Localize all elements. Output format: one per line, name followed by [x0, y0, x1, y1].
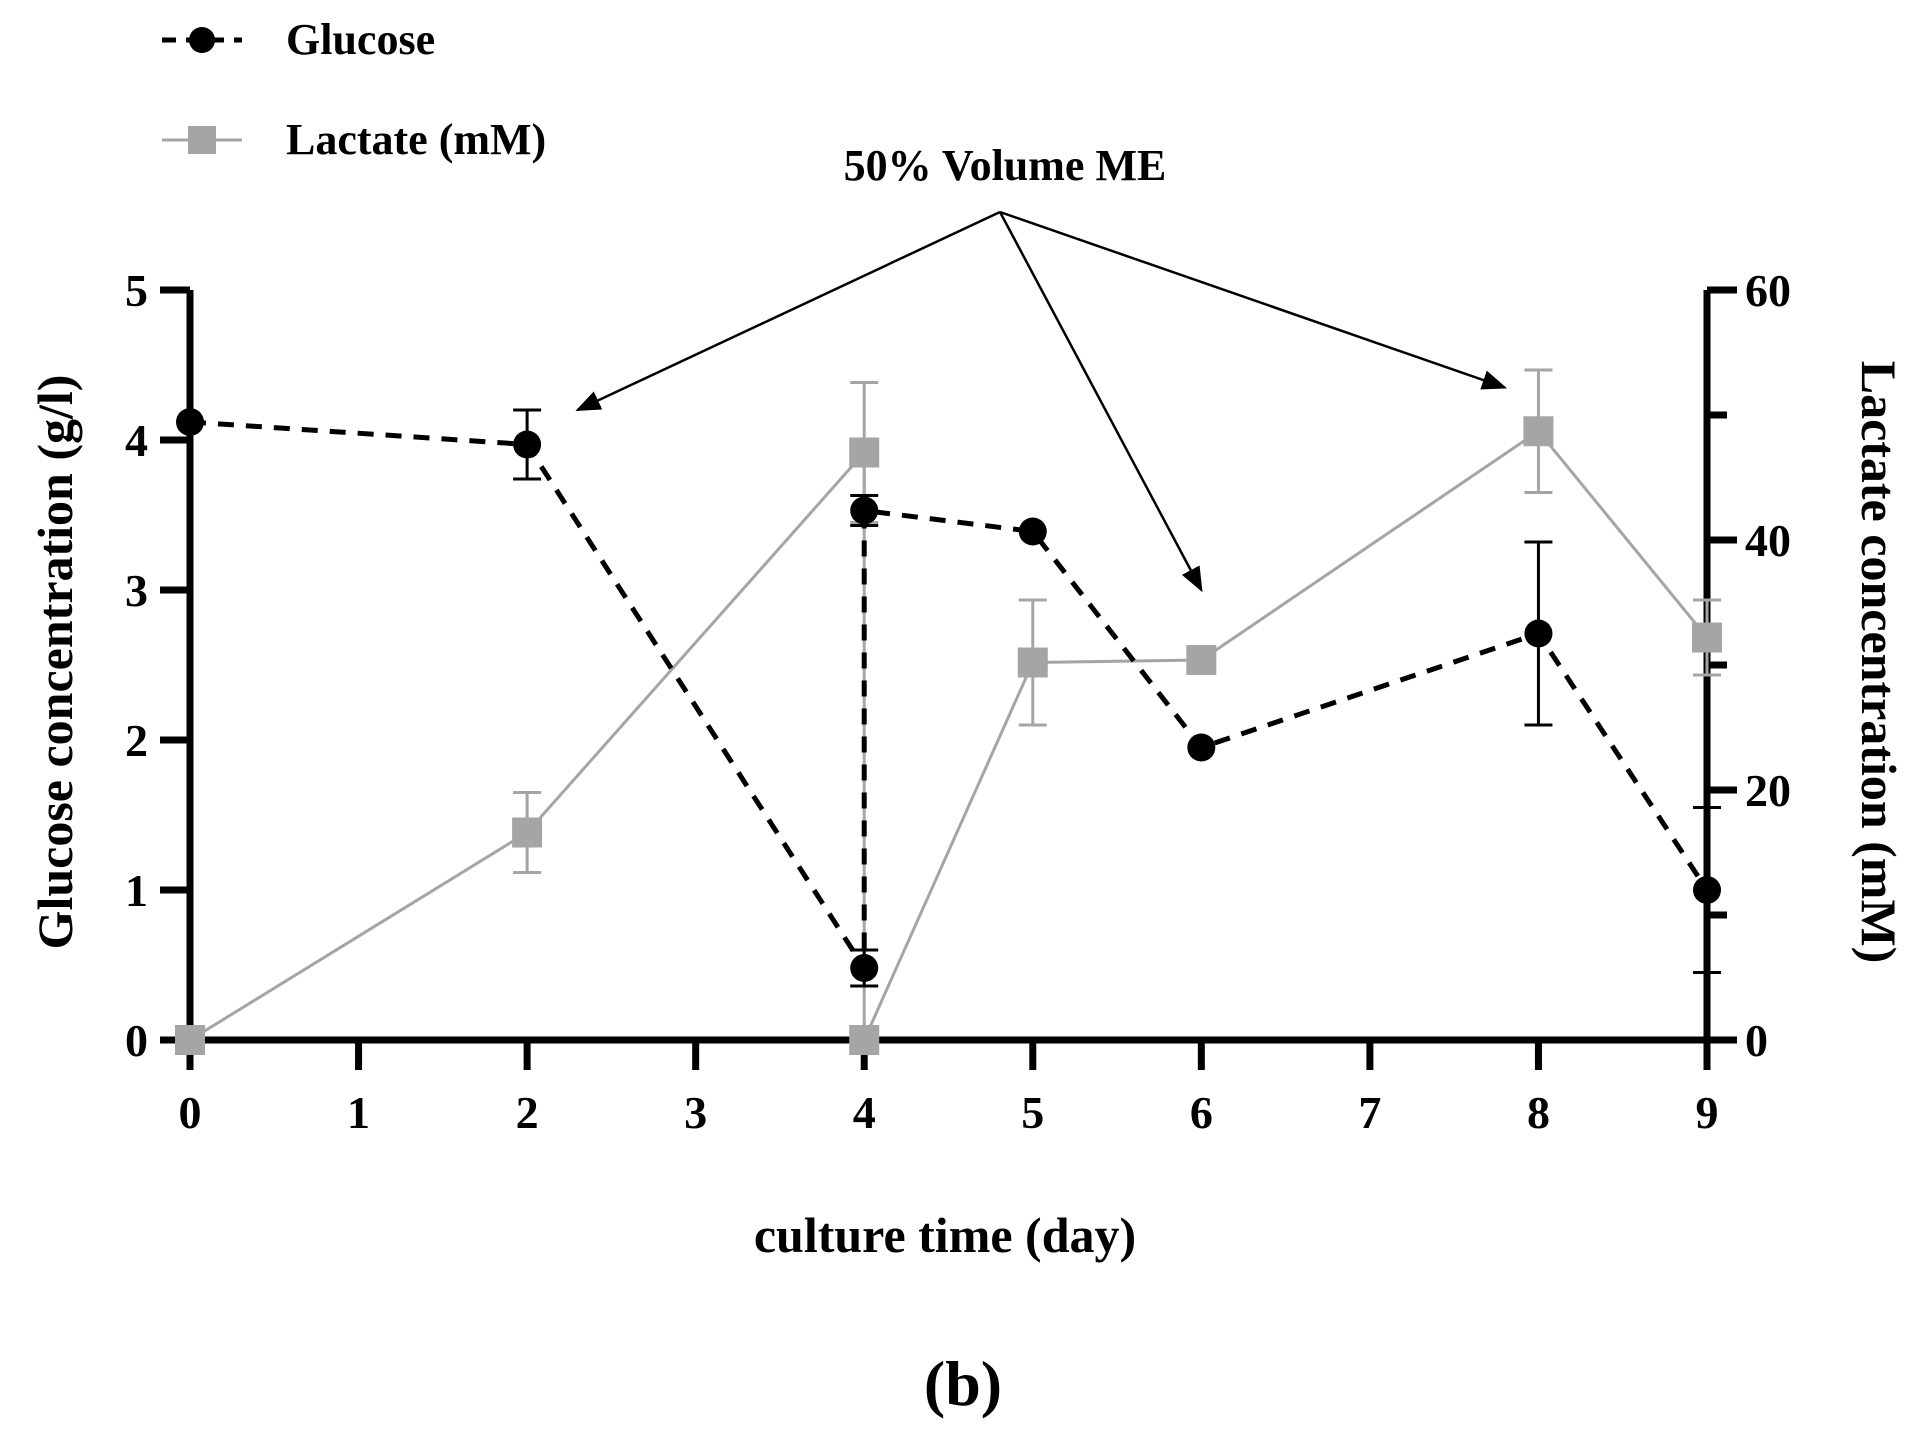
- annotation-arrow: [998, 211, 1203, 593]
- figure-caption: (b): [924, 1348, 1002, 1419]
- legend-glucose-label: Glucose: [286, 15, 435, 64]
- glucose-point: [1187, 733, 1216, 762]
- x-tick-label: 1: [347, 1087, 370, 1138]
- y-left-tick-label: 3: [125, 565, 148, 616]
- x-tick-label: 3: [684, 1087, 707, 1138]
- x-axis-title: culture time (day): [754, 1207, 1136, 1263]
- x-tick-label: 4: [853, 1087, 876, 1138]
- x-tick-label: 5: [1021, 1087, 1044, 1138]
- lactate-point: [849, 437, 880, 468]
- lactate-point: [512, 817, 543, 848]
- y-axis-right-title: Lactate concentration (mM): [1851, 361, 1907, 964]
- lactate-line: [189, 429, 1709, 1042]
- glucose-point: [850, 496, 879, 525]
- x-tick-label: 2: [516, 1087, 539, 1138]
- y-right-tick-label: 60: [1745, 265, 1791, 316]
- annotation-text: 50% Volume ME: [844, 141, 1167, 190]
- legend-glucose-marker: [189, 27, 215, 53]
- lactate-point: [1692, 622, 1722, 653]
- x-tick-label: 0: [179, 1087, 202, 1138]
- lactate-point: [175, 1025, 205, 1055]
- annotation: 50% Volume ME: [575, 141, 1508, 593]
- glucose-point: [850, 954, 879, 982]
- y-axis-left-title: Glucose concentration (g/l): [27, 375, 83, 950]
- y-right-tick-label: 0: [1745, 1015, 1768, 1066]
- glucose-point: [1524, 619, 1553, 648]
- x-tick-label: 8: [1527, 1087, 1550, 1138]
- y-left-tick-label: 0: [125, 1015, 148, 1066]
- annotation-arrow: [575, 210, 1001, 412]
- y-right-tick-label: 40: [1745, 515, 1791, 566]
- lactate-point: [849, 1025, 880, 1055]
- legend: Glucose Lactate (mM): [162, 15, 546, 164]
- lactate-series: [175, 368, 1722, 1055]
- glucose-series: [176, 408, 1721, 988]
- glucose-point: [1018, 517, 1047, 546]
- lactate-point: [1017, 647, 1048, 678]
- x-tick-label: 9: [1696, 1087, 1719, 1138]
- y-left-tick-label: 4: [125, 415, 148, 466]
- x-tick-label: 6: [1190, 1087, 1213, 1138]
- lactate-point: [1523, 416, 1554, 447]
- y-left-tick-label: 2: [125, 715, 148, 766]
- lactate-point: [1186, 645, 1217, 675]
- glucose-point: [176, 408, 204, 436]
- annotation-arrow: [999, 210, 1508, 390]
- legend-lactate-marker: [188, 126, 216, 154]
- glucose-point: [513, 430, 542, 459]
- y-left-tick-label: 5: [125, 265, 148, 316]
- x-tick-label: 7: [1358, 1087, 1381, 1138]
- y-left-tick-label: 1: [125, 865, 148, 916]
- glucose-line: [189, 419, 1710, 977]
- glucose-point: [1693, 876, 1721, 904]
- legend-lactate-label: Lactate (mM): [286, 115, 546, 164]
- y-right-tick-label: 20: [1745, 765, 1791, 816]
